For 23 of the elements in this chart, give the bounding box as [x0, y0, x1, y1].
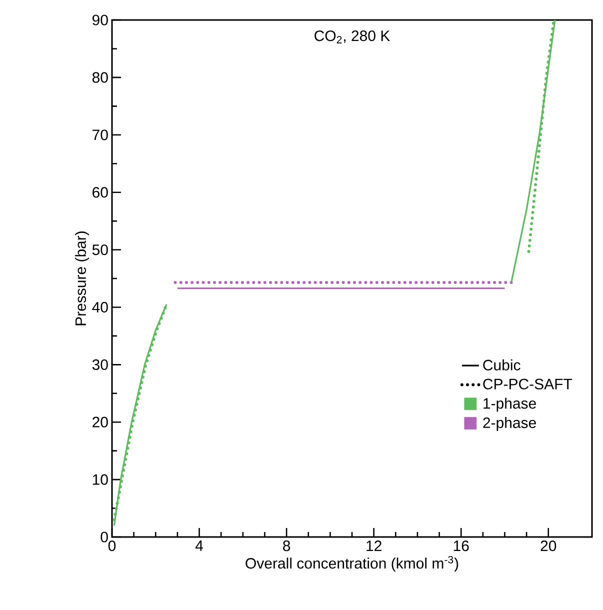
x-tick-label: 12 — [366, 540, 382, 551]
x-tick-label: 20 — [540, 540, 556, 552]
y-tick-label: 50 — [92, 244, 108, 256]
legend-label: 2-phase — [483, 417, 536, 432]
x-tick-label: 8 — [283, 540, 290, 552]
x-tick-label: 0 — [108, 540, 116, 552]
x-tick-label: 4 — [195, 540, 204, 551]
y-tick-label: 80 — [92, 72, 108, 83]
y-tick-label: 90 — [92, 14, 108, 26]
y-tick-label: 70 — [92, 130, 108, 140]
text: CO$_{2}$, 280 K — [314, 30, 390, 44]
y-axis-title: Pressure (bar) — [74, 232, 89, 326]
legend-label: Cubic — [483, 359, 520, 370]
x-tick-label: 16 — [454, 540, 469, 552]
y-tick-label: 20 — [92, 416, 108, 428]
y-tick-label: 60 — [92, 187, 108, 198]
y-tick-label: 40 — [92, 302, 108, 313]
y-tick-label: 0 — [100, 532, 108, 542]
y-tick-label: 30 — [92, 359, 108, 370]
y-tick-label: 10 — [92, 474, 108, 485]
legend-label: 1-phase — [484, 398, 536, 412]
legend-label: CP-PC-SAFT — [483, 378, 572, 390]
x-axis-title: Overall concentration (kmol m$^{-3}$) — [246, 556, 458, 572]
